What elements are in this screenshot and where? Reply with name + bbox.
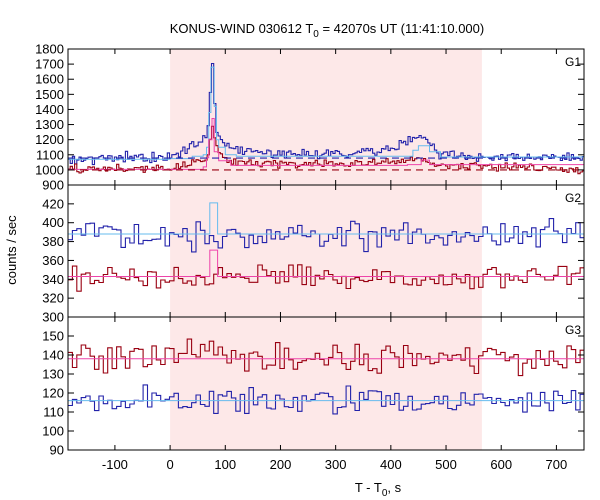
y-tick-label: 360: [42, 253, 64, 268]
g3-series-upper-histogram: [68, 338, 584, 377]
y-tick-label: 100: [42, 424, 64, 439]
y-tick-label: 1400: [35, 102, 64, 117]
g1-series-upper-histogram: [68, 62, 584, 166]
x-tick-label: -100: [102, 457, 128, 472]
y-tick-label: 1200: [35, 132, 64, 147]
x-tick-label: 300: [325, 457, 347, 472]
y-tick-label: 1800: [35, 42, 64, 57]
y-axis-label: counts / sec: [4, 215, 19, 285]
chart-title-subscript: 0: [313, 29, 319, 40]
y-tick-label: 1000: [35, 162, 64, 177]
y-tick-label: 900: [42, 178, 64, 193]
y-tick-label: 140: [42, 348, 64, 363]
y-tick-label: 400: [42, 215, 64, 230]
panel-label: G2: [565, 191, 581, 205]
y-tick-label: 90: [50, 443, 64, 458]
y-tick-label: 120: [42, 386, 64, 401]
x-tick-label: 200: [270, 457, 292, 472]
g3-series-lower-histogram: [68, 384, 584, 415]
y-tick-label: 420: [42, 196, 64, 211]
panel-G2: 300 320 340 360 380 400 420 G2: [42, 184, 585, 325]
y-tick-label: 340: [42, 272, 64, 287]
burst-interval-shade: [170, 317, 482, 450]
g1-series-lower-histogram: [68, 125, 584, 175]
y-tick-label: 1500: [35, 87, 64, 102]
g1-series-lower-model: [68, 118, 585, 170]
y-tick-label: 130: [42, 367, 64, 382]
g1-series-upper-model: [68, 66, 585, 160]
g2-series-upper-model: [68, 202, 584, 235]
x-tick-label: 700: [546, 457, 568, 472]
y-tick-label: 150: [42, 329, 64, 344]
g2-series-lower-histogram: [68, 264, 584, 292]
x-axis-label: T - T0, s: [355, 480, 402, 499]
x-tick-label: 400: [380, 457, 402, 472]
g2-series-lower-model: [68, 249, 584, 277]
x-tick-label: 500: [435, 457, 457, 472]
x-tick-label: 100: [214, 457, 236, 472]
y-tick-label: 1700: [35, 57, 64, 72]
panel-frame: [67, 316, 585, 451]
y-tick-label: 110: [43, 405, 64, 420]
x-axis-label-subscript: 0: [382, 488, 388, 499]
panel-G3: -100 0 100 200 300 400 500 600 700 90 100 110 120 130…: [42, 316, 585, 472]
panel-label: G1: [565, 55, 581, 69]
g2-series-upper-histogram: [68, 218, 584, 253]
y-tick-label: 1300: [35, 117, 64, 132]
chart-title: KONUS-WIND 030612 T0 = 42070s UT (11:41:…: [170, 21, 484, 40]
x-tick-label: 600: [490, 457, 512, 472]
x-tick-label: 0: [166, 457, 173, 472]
y-tick-label: 320: [42, 291, 64, 306]
panel-label: G3: [565, 323, 581, 337]
y-tick-label: 300: [42, 310, 64, 325]
y-tick-label: 1600: [35, 72, 64, 87]
y-tick-label: 1100: [36, 147, 64, 162]
y-tick-label: 380: [42, 234, 64, 249]
burst-interval-shade: [170, 185, 482, 317]
